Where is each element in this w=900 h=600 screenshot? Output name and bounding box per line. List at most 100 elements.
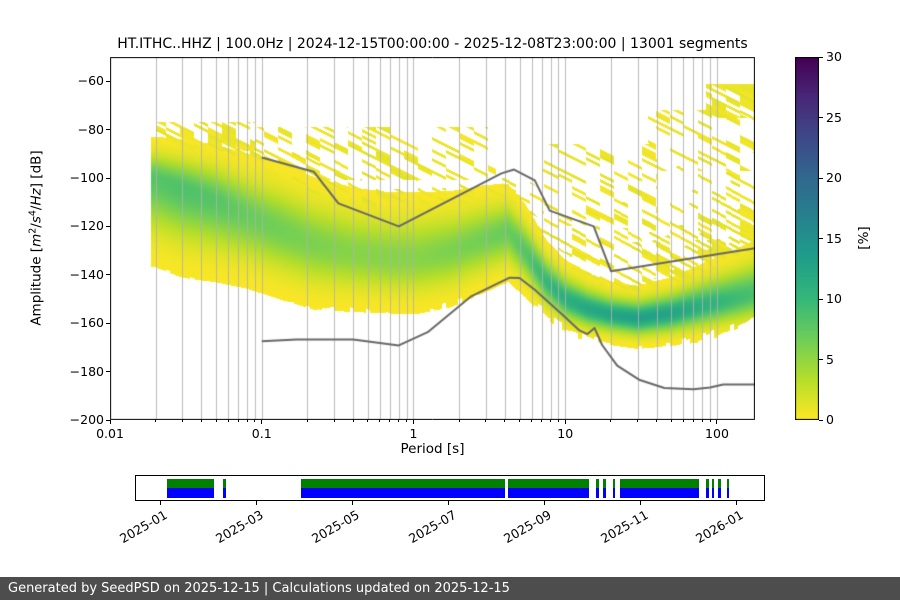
timeline-tick-mark (351, 501, 353, 505)
availability-segment-blue (612, 487, 616, 498)
x-minor-tick-mark (709, 420, 711, 422)
timeline-tick-mark (448, 501, 450, 505)
availability-segment-blue (166, 487, 215, 498)
y-axis-label-part: / (28, 223, 45, 228)
y-tick-label: −160 (69, 315, 104, 331)
availability-segment-blue (726, 487, 730, 498)
colorbar (795, 57, 819, 420)
colorbar-tick-mark (819, 238, 823, 239)
colorbar-label: [%] (856, 226, 872, 250)
x-tick-label: 10 (557, 426, 574, 441)
x-minor-tick-mark (181, 420, 183, 422)
availability-segment-blue (223, 487, 226, 498)
x-tick-label: 100 (705, 426, 729, 441)
y-tick-label: −60 (77, 73, 104, 89)
x-minor-tick-mark (504, 420, 506, 422)
x-minor-tick-mark (682, 420, 684, 422)
x-minor-tick-mark (692, 420, 694, 422)
y-tick-mark (106, 80, 110, 82)
plot-title: HT.ITHC..HHZ | 100.0Hz | 2024-12-15T00:0… (117, 36, 748, 52)
availability-segment-green (166, 478, 215, 488)
availability-segment-green (301, 478, 506, 488)
x-tick-mark (716, 420, 718, 424)
availability-segment-green (711, 478, 715, 488)
colorbar-tick-mark (819, 117, 823, 118)
x-minor-tick-mark (227, 420, 229, 422)
x-minor-tick-mark (637, 420, 639, 422)
colorbar-tick-label: 0 (826, 412, 834, 427)
availability-segment-blue (620, 487, 700, 498)
timeline-tick-label: 2025-07 (405, 507, 459, 547)
x-minor-tick-mark (531, 420, 533, 422)
colorbar-tick-mark (819, 419, 823, 421)
availability-segment-blue (301, 487, 506, 498)
y-tick-label: −120 (69, 218, 104, 234)
colorbar-tick-mark (819, 359, 823, 360)
availability-segment-blue (718, 487, 721, 498)
availability-segment-green (603, 478, 606, 488)
timeline-tick-label: 2026-01 (693, 507, 747, 547)
y-tick-mark (106, 225, 110, 227)
availability-segment-green (612, 478, 616, 488)
colorbar-tick-label: 15 (826, 230, 842, 246)
x-minor-tick-mark (333, 420, 335, 422)
y-tick-label: −180 (69, 363, 104, 379)
availability-segment-green (706, 478, 709, 488)
timeline-tick-mark (159, 501, 161, 505)
colorbar-tick-label: 5 (826, 351, 834, 367)
x-minor-tick-mark (352, 420, 354, 422)
x-minor-tick-mark (215, 420, 217, 422)
x-tick-mark (109, 420, 111, 424)
availability-segment-green (596, 478, 599, 488)
colorbar-tick-mark (819, 56, 823, 58)
y-tick-mark (106, 322, 110, 324)
x-minor-tick-mark (670, 420, 672, 422)
colorbar-tick-label: 10 (826, 291, 842, 306)
x-minor-tick-mark (254, 420, 256, 422)
y-axis-label: Amplitude [m2/s4/Hz] [dB] (28, 150, 45, 325)
availability-segment-green (620, 478, 700, 488)
y-tick-label: −80 (77, 121, 104, 137)
x-tick-label: 0.01 (96, 426, 124, 441)
x-minor-tick-mark (398, 420, 400, 422)
y-axis-label-part: Hz (28, 188, 45, 206)
availability-segment-green (726, 478, 730, 488)
y-tick-mark (106, 129, 110, 131)
y-axis-label-part: / (28, 205, 45, 211)
x-minor-tick-mark (458, 420, 460, 422)
x-minor-tick-mark (306, 420, 308, 422)
y-tick-label: −140 (69, 266, 104, 282)
colorbar-tick-label: 25 (826, 109, 842, 125)
x-minor-tick-mark (367, 420, 369, 422)
timeline-tick-label: 2025-03 (213, 507, 267, 547)
availability-timeline (135, 475, 765, 501)
y-tick-label: −100 (69, 170, 104, 185)
x-minor-tick-mark (557, 420, 559, 422)
y-tick-mark (106, 371, 110, 373)
colorbar-tick-mark (819, 177, 823, 179)
timeline-tick-mark (640, 501, 642, 505)
x-minor-tick-mark (406, 420, 408, 422)
x-minor-tick-mark (155, 420, 157, 422)
availability-segment-blue (711, 487, 715, 498)
x-minor-tick-mark (541, 420, 543, 422)
y-axis-label-part: 4 (27, 210, 39, 217)
x-tick-label: 1 (409, 426, 418, 441)
timeline-tick-label: 2025-09 (501, 507, 554, 547)
x-tick-mark (564, 420, 566, 424)
y-tick-label: −200 (69, 412, 104, 427)
ppsd-heatmap (110, 57, 755, 420)
footer-bar: Generated by SeedPSD on 2025-12-15 | Cal… (0, 577, 900, 600)
x-minor-tick-mark (485, 420, 487, 422)
timeline-tick-mark (736, 501, 738, 505)
y-tick-mark (106, 177, 110, 179)
x-minor-tick-mark (519, 420, 521, 422)
y-tick-mark (106, 274, 110, 276)
x-minor-tick-mark (237, 420, 239, 422)
x-minor-tick-mark (701, 420, 703, 422)
x-minor-tick-mark (200, 420, 202, 422)
footer-text: Generated by SeedPSD on 2025-12-15 | Cal… (8, 581, 510, 596)
timeline-tick-label: 2025-05 (309, 507, 362, 547)
x-minor-tick-mark (656, 420, 658, 422)
